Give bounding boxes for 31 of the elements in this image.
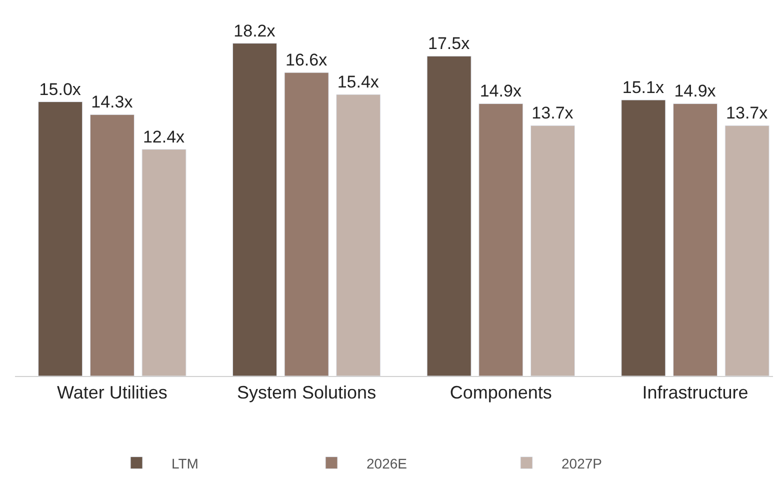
bar [142,149,186,376]
legend-label: LTM [172,455,198,472]
bar [426,56,472,376]
legend-label: 2026E [366,455,407,472]
data-label: 14.9x [480,82,522,101]
bar [232,43,277,376]
x-tick-label: System Solutions [237,382,376,403]
bar [38,102,83,376]
data-label: 18.2x [234,21,276,40]
data-label: 15.4x [337,72,380,92]
data-label: 13.7x [726,104,768,123]
data-label: 16.6x [285,50,328,70]
data-label: 12.4x [142,127,186,146]
x-tick-label: Water Utilities [57,382,168,403]
bar [621,100,666,376]
x-tick-label: Infrastructure [642,382,748,403]
bar [724,125,770,376]
bar [530,125,575,376]
bar [478,103,524,376]
data-label: 15.0x [39,80,82,99]
data-label: 14.3x [91,92,134,112]
data-label: 15.1x [622,78,664,97]
bar [90,114,134,376]
x-tick-label: Components [450,382,552,403]
bar [284,72,329,376]
bar [672,103,718,376]
data-label: 13.7x [532,104,574,123]
data-label: 17.5x [428,34,470,54]
bar [336,94,381,376]
legend-label: 2027P [562,455,602,472]
data-label: 14.9x [674,82,716,101]
